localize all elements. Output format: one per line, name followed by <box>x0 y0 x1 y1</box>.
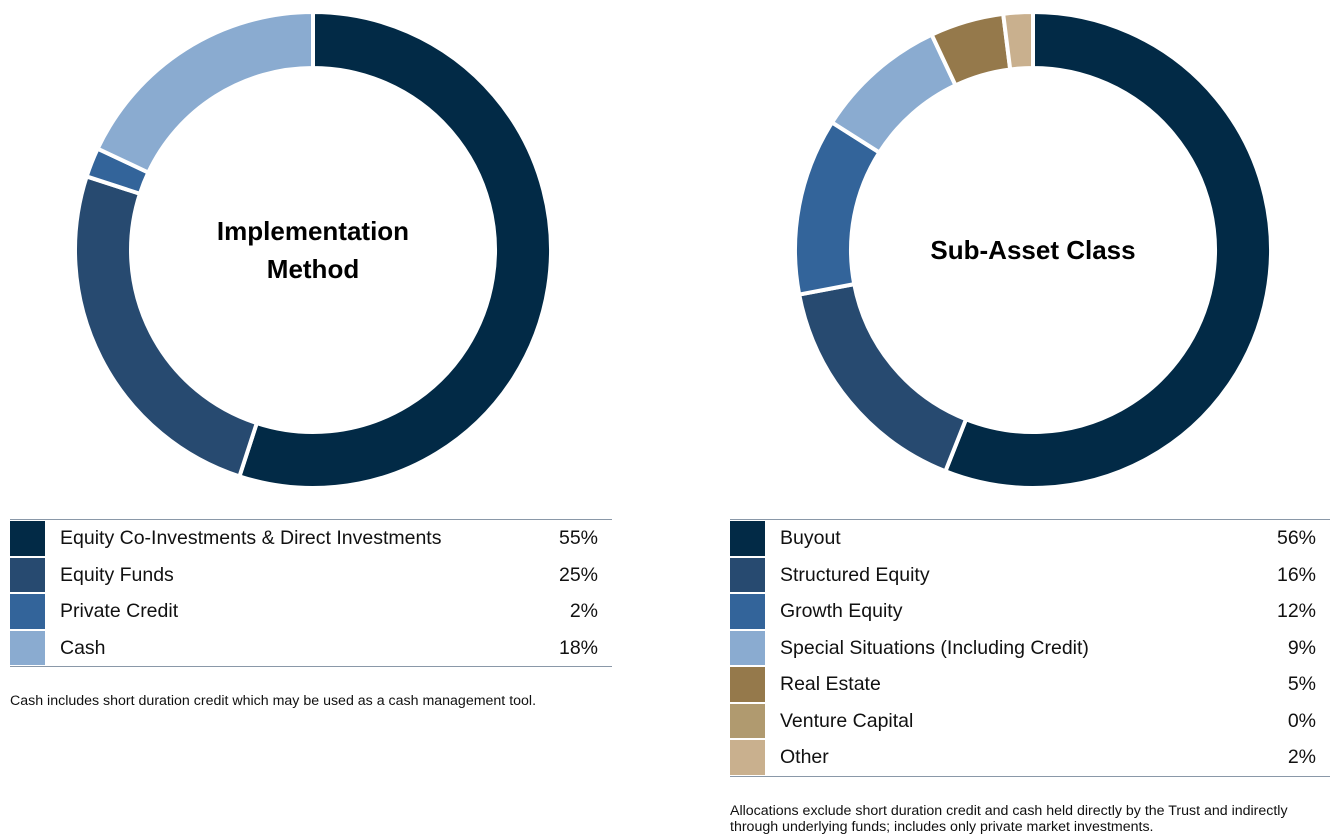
legend-label: Equity Funds <box>60 563 174 586</box>
legend-swatch <box>730 703 765 738</box>
donut-slice <box>94 9 315 176</box>
donut-slice <box>829 31 959 156</box>
legend-row: Private Credit 2% <box>10 593 612 630</box>
legend-table: Buyout 56% Structured Equity 16% Growth Equi… <box>730 519 1330 777</box>
footnote: Allocations exclude short duration credi… <box>730 803 1288 835</box>
donut-slice <box>236 9 553 490</box>
legend-swatch <box>730 630 765 665</box>
legend-label: Special Situations (Including Credit) <box>780 636 1089 659</box>
legend-swatch <box>730 667 765 702</box>
legend-row: Special Situations (Including Credit) 9% <box>730 630 1330 667</box>
legend-label: Private Credit <box>60 600 179 622</box>
donut-slice <box>796 281 969 474</box>
legend-value: 12% <box>1276 600 1316 622</box>
legend-row: Buyout 56% <box>730 520 1330 557</box>
legend-row: Other 2% <box>730 739 1330 776</box>
legend-label: Growth Equity <box>780 600 903 622</box>
legend-value: 0% <box>1287 709 1316 732</box>
legend-row: Equity Funds 25% <box>10 557 612 594</box>
legend-label: Venture Capital <box>780 709 914 732</box>
legend-swatch <box>10 557 45 592</box>
legend-label: Equity Co-Investments & Direct Investmen… <box>60 527 442 549</box>
legend-swatch <box>730 557 765 592</box>
legend-value: 25% <box>558 563 598 586</box>
legend-label: Cash <box>60 636 106 659</box>
legend-swatch <box>730 521 765 556</box>
legend-swatch <box>10 630 45 665</box>
legend-value: 5% <box>1287 673 1316 695</box>
donut-slice <box>942 9 1273 490</box>
legend-label: Real Estate <box>780 673 881 695</box>
legend-row: Cash 18% <box>10 630 612 667</box>
legend-value: 9% <box>1287 636 1316 659</box>
donut-slice <box>793 119 883 297</box>
legend-value: 55% <box>558 527 598 549</box>
legend-value: 18% <box>558 636 598 659</box>
legend-label: Structured Equity <box>780 563 930 586</box>
donut-slice <box>1000 9 1035 72</box>
legend-row: Venture Capital 0% <box>730 703 1330 740</box>
legend-swatch <box>730 594 765 629</box>
center-title: Implementation Method <box>216 216 410 284</box>
legend-row: Growth Equity 12% <box>730 593 1330 630</box>
center-title: Sub-Asset Class <box>930 235 1136 265</box>
legend-label: Other <box>780 746 829 768</box>
legend-table: Equity Co-Investments & Direct Investmen… <box>10 519 612 667</box>
legend-label: Buyout <box>780 527 841 549</box>
legend-swatch <box>10 594 45 629</box>
legend-value: 2% <box>569 600 598 622</box>
legend-value: 16% <box>1276 563 1316 586</box>
legend-swatch <box>10 521 45 556</box>
legend-swatch <box>730 740 765 775</box>
legend-value: 56% <box>1276 527 1316 549</box>
legend-row: Real Estate 5% <box>730 666 1330 703</box>
footnote: Cash includes short duration credit whic… <box>10 693 537 709</box>
legend-row: Structured Equity 16% <box>730 557 1330 594</box>
legend-value: 2% <box>1287 746 1316 768</box>
legend-row: Equity Co-Investments & Direct Investmen… <box>10 520 612 557</box>
